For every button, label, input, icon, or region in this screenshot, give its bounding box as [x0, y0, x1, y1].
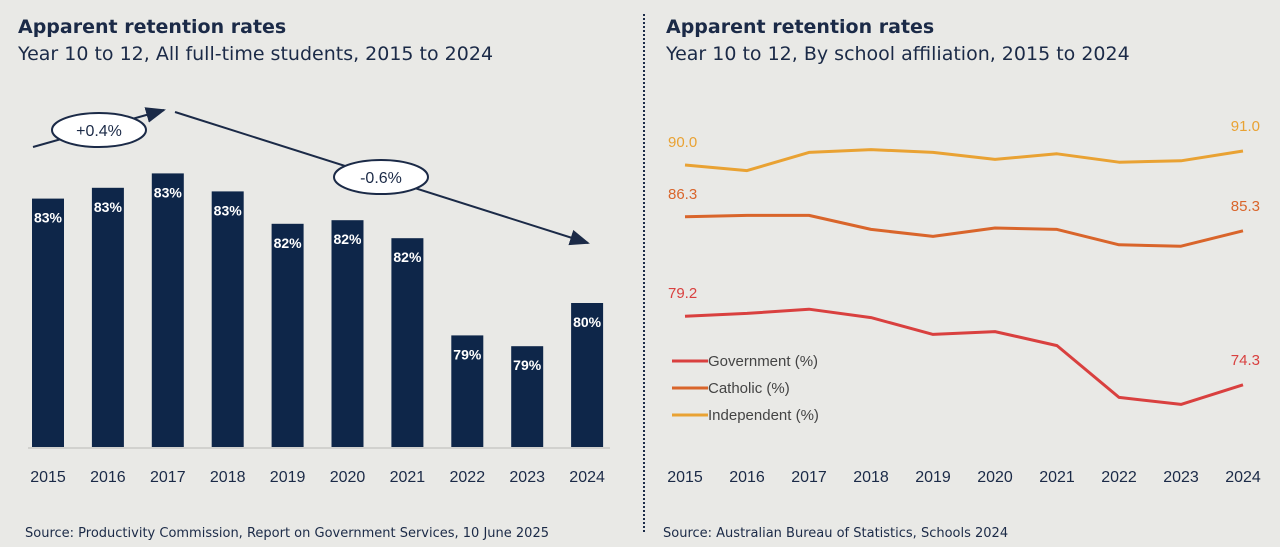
right-source: Source: Australian Bureau of Statistics,…	[663, 526, 1009, 541]
annotation-up-text: +0.4%	[76, 123, 122, 140]
x-tick-2022: 2022	[450, 469, 486, 486]
bar-2022	[451, 335, 484, 447]
line-independent	[684, 148, 1244, 173]
bar-2018	[211, 191, 244, 447]
x-tick-2016: 2016	[729, 469, 765, 486]
bar-2021	[391, 238, 424, 447]
x-tick-2017: 2017	[791, 469, 827, 486]
x-tick-2024: 2024	[569, 469, 605, 486]
x-tick-2023: 2023	[1163, 469, 1199, 486]
legend-label-independent: Independent (%)	[708, 407, 819, 424]
bar-2019	[271, 223, 304, 447]
start-label-government: 79.2	[668, 285, 697, 302]
bar-2016	[91, 187, 124, 448]
line-catholic	[684, 213, 1244, 248]
bar-label-2016: 83%	[94, 199, 123, 215]
x-tick-2023: 2023	[509, 469, 545, 486]
x-tick-2015: 2015	[30, 469, 66, 486]
x-tick-2022: 2022	[1101, 469, 1137, 486]
x-tick-2020: 2020	[977, 469, 1013, 486]
bar-label-2017: 83%	[154, 184, 183, 200]
left-source: Source: Productivity Commission, Report …	[25, 526, 549, 541]
end-label-government: 74.3	[1231, 352, 1260, 369]
annotation-bubble-up	[51, 112, 147, 148]
left-chart-subtitle: Year 10 to 12, All full-time students, 2…	[18, 43, 494, 65]
x-tick-2017: 2017	[150, 469, 186, 486]
annotation-down-text: -0.6%	[360, 170, 402, 187]
x-tick-2015: 2015	[667, 469, 703, 486]
x-tick-2021: 2021	[1039, 469, 1075, 486]
left-chart-title: Apparent retention rates	[18, 16, 287, 38]
bar-2020	[331, 220, 364, 447]
bar-label-2019: 82%	[274, 235, 303, 251]
x-tick-2020: 2020	[330, 469, 366, 486]
bar-2023	[511, 346, 544, 447]
right-chart-title: Apparent retention rates	[666, 16, 935, 38]
x-tick-2019: 2019	[270, 469, 306, 486]
start-label-catholic: 86.3	[668, 186, 697, 203]
x-tick-2021: 2021	[390, 469, 426, 486]
x-tick-2018: 2018	[210, 469, 246, 486]
line-government	[684, 307, 1244, 406]
bar-label-2018: 83%	[214, 202, 243, 218]
bar-2024	[571, 303, 604, 447]
x-tick-2019: 2019	[915, 469, 951, 486]
bar-label-2022: 79%	[453, 346, 482, 362]
bar-label-2021: 82%	[393, 249, 422, 265]
bar-label-2015: 83%	[34, 210, 63, 226]
bar-2017	[151, 173, 184, 447]
x-tick-2024: 2024	[1225, 469, 1261, 486]
panel-divider	[643, 14, 645, 532]
bar-label-2024: 80%	[573, 314, 602, 330]
bar-label-2023: 79%	[513, 357, 542, 373]
end-label-independent: 91.0	[1231, 118, 1260, 135]
right-chart-subtitle: Year 10 to 12, By school affiliation, 20…	[666, 43, 1130, 65]
annotation-bubble-down	[333, 159, 429, 195]
legend-label-government: Government (%)	[708, 353, 818, 370]
end-label-catholic: 85.3	[1231, 198, 1260, 215]
legend-label-catholic: Catholic (%)	[708, 380, 790, 397]
x-tick-2016: 2016	[90, 469, 126, 486]
start-label-independent: 90.0	[668, 134, 697, 151]
bar-2015	[32, 198, 64, 447]
x-tick-2018: 2018	[853, 469, 889, 486]
bar-label-2020: 82%	[333, 231, 362, 247]
